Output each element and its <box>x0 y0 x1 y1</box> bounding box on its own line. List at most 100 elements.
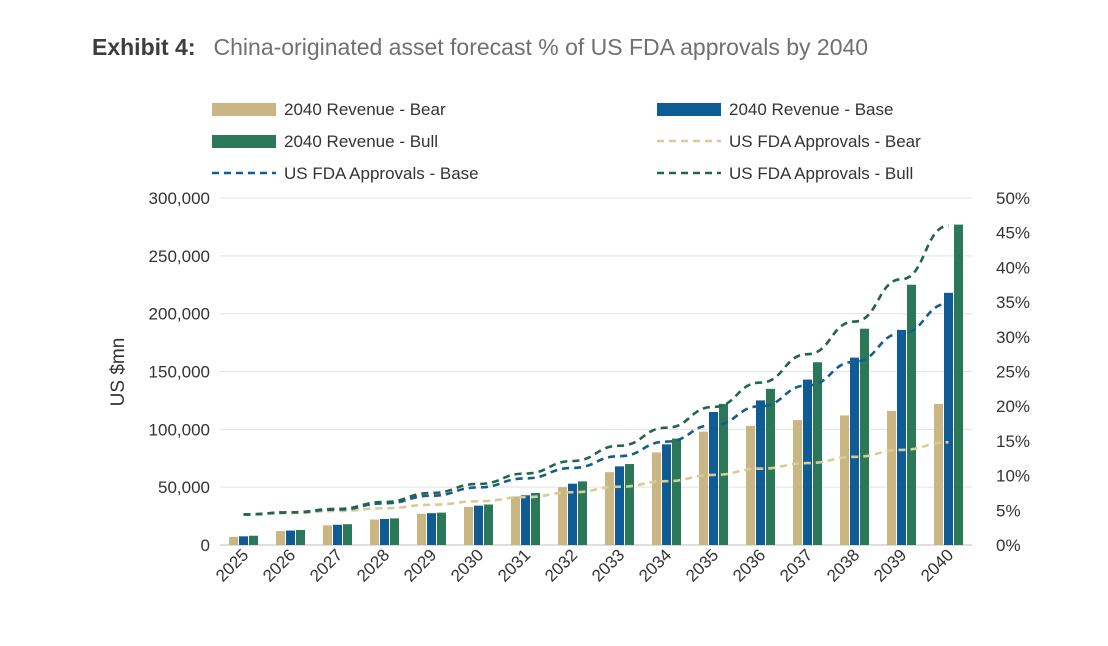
bar <box>605 472 614 545</box>
bar <box>944 292 953 545</box>
y2-tick-label: 5% <box>996 501 1021 520</box>
legend-label: US FDA Approvals - Bear <box>729 132 921 151</box>
x-tick-label: 2028 <box>353 545 393 585</box>
bar <box>954 224 963 545</box>
x-tick-label: 2034 <box>635 545 675 585</box>
bar <box>709 411 718 545</box>
x-axis-ticks: 2025 2026 2027 2028 2029 2030 2031 2032 2033 2034… <box>212 545 957 585</box>
bar <box>333 524 342 545</box>
y-axis-ticks: 0 50,000 100,000 150,000 200,000 250,000 300,0… <box>149 189 210 555</box>
legend: 2040 Revenue - Bear 2040 Revenue - Base 20… <box>212 100 921 183</box>
legend-label: US FDA Approvals - Base <box>284 164 479 183</box>
lines <box>243 224 949 516</box>
legend-swatch <box>212 135 276 148</box>
y2-tick-label: 45% <box>996 224 1030 243</box>
bar <box>370 519 379 545</box>
bar <box>662 444 671 545</box>
x-tick-label: 2037 <box>776 545 816 585</box>
bar <box>766 388 775 545</box>
y-tick-label: 0 <box>201 536 210 555</box>
bar <box>887 410 896 545</box>
bar <box>934 403 943 545</box>
x-tick-label: 2040 <box>917 545 957 585</box>
x-tick-label: 2035 <box>682 545 722 585</box>
bar <box>756 400 765 545</box>
bar <box>746 425 755 545</box>
bar <box>296 529 305 545</box>
bar <box>511 496 520 545</box>
bar <box>464 506 473 545</box>
bar <box>521 495 530 545</box>
x-tick-label: 2027 <box>306 545 346 585</box>
y2-tick-label: 10% <box>996 467 1030 486</box>
bar <box>568 483 577 545</box>
y-tick-label: 300,000 <box>149 189 210 208</box>
bar <box>229 536 238 545</box>
bar <box>276 531 285 545</box>
bar <box>558 487 567 545</box>
y2-tick-label: 20% <box>996 397 1030 416</box>
x-tick-label: 2026 <box>259 545 299 585</box>
y-tick-label: 250,000 <box>149 247 210 266</box>
bar <box>286 530 295 545</box>
y-axis-label: US $mn <box>108 338 129 407</box>
bar <box>850 357 859 545</box>
legend-label: US FDA Approvals - Bull <box>729 164 913 183</box>
y2-tick-label: 15% <box>996 432 1030 451</box>
legend-label: 2040 Revenue - Base <box>729 100 893 119</box>
bar <box>427 513 436 545</box>
legend-swatch <box>657 103 721 116</box>
bar <box>249 535 258 545</box>
bar <box>390 518 399 545</box>
gridlines <box>220 197 972 546</box>
x-tick-label: 2030 <box>447 545 487 585</box>
x-tick-label: 2025 <box>212 545 252 585</box>
bar <box>672 438 681 545</box>
series-line <box>243 224 949 516</box>
bar <box>484 504 493 545</box>
bar <box>239 536 248 545</box>
exhibit-title: Exhibit 4: China-originated asset forecas… <box>92 34 868 61</box>
bar <box>343 524 352 545</box>
y2-tick-label: 25% <box>996 363 1030 382</box>
bar <box>699 431 708 545</box>
series-line <box>243 440 949 516</box>
legend-label: 2040 Revenue - Bear <box>284 100 446 119</box>
x-tick-label: 2033 <box>588 545 628 585</box>
y-tick-label: 50,000 <box>158 478 210 497</box>
bar <box>860 328 869 545</box>
y2-tick-label: 30% <box>996 328 1030 347</box>
y2-tick-label: 35% <box>996 293 1030 312</box>
exhibit-label: Exhibit 4: <box>92 34 196 60</box>
y-tick-label: 200,000 <box>149 305 210 324</box>
bar <box>417 513 426 545</box>
y2-axis-ticks: 0% 5% 10% 15% 20% 25% 30% 35% 40% 45% 50% <box>996 189 1030 555</box>
y2-tick-label: 40% <box>996 258 1030 277</box>
bar <box>578 481 587 545</box>
y2-tick-label: 0% <box>996 536 1021 555</box>
chart-title: China-originated asset forecast % of US … <box>213 34 869 60</box>
legend-label: 2040 Revenue - Bull <box>284 132 438 151</box>
legend-swatch <box>212 103 276 116</box>
bar <box>615 466 624 545</box>
y-tick-label: 150,000 <box>149 363 210 382</box>
bar <box>897 329 906 545</box>
bar <box>437 512 446 545</box>
bar <box>907 284 916 545</box>
x-tick-label: 2038 <box>823 545 863 585</box>
x-tick-label: 2039 <box>870 545 910 585</box>
y-tick-label: 100,000 <box>149 420 210 439</box>
bar <box>652 452 661 545</box>
bars <box>229 224 963 545</box>
x-tick-label: 2029 <box>400 545 440 585</box>
bar <box>625 464 634 545</box>
x-tick-label: 2031 <box>494 545 534 585</box>
bar <box>531 492 540 545</box>
x-tick-label: 2032 <box>541 545 581 585</box>
x-tick-label: 2036 <box>729 545 769 585</box>
bar <box>813 362 822 545</box>
y2-tick-label: 50% <box>996 189 1030 208</box>
bar <box>323 525 332 545</box>
bar <box>793 420 802 545</box>
